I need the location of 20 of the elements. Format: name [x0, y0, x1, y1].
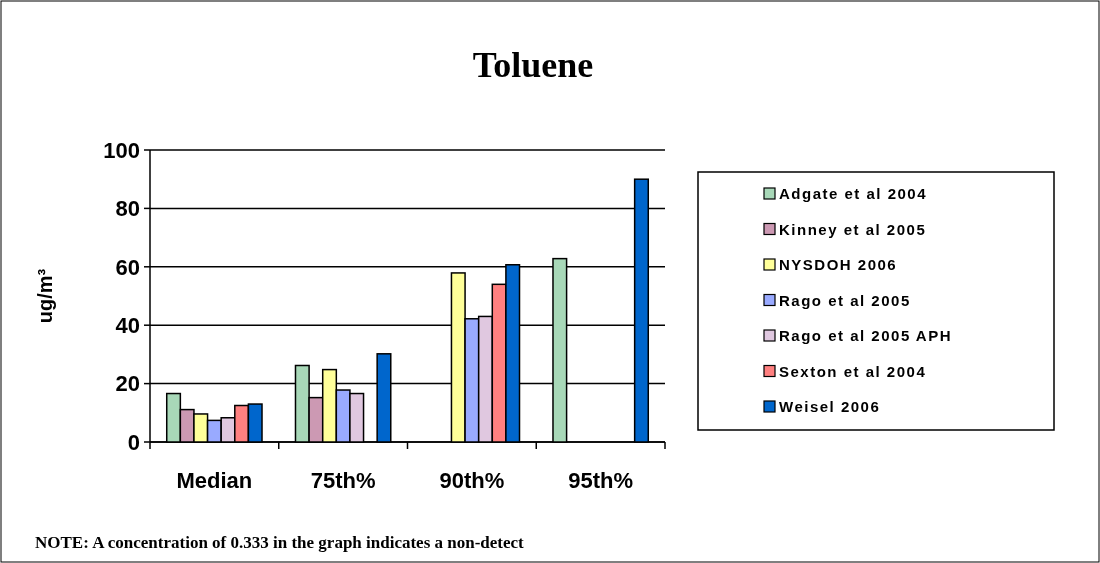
x-tick-label: Median [176, 468, 253, 493]
y-tick-label: 40 [115, 312, 140, 338]
text: NOTE: A concentration of 0.333 in the graph indicates a non-detect [35, 533, 525, 552]
legend-label: Sexton et al 2004 [779, 362, 927, 380]
legend-label: Kinney et al 2005 [779, 220, 927, 238]
x-tick-label: 75th% [310, 468, 376, 493]
legend-label: Weisel 2006 [779, 398, 881, 416]
y-axis-title: ug/m³ [34, 268, 56, 324]
y-tick-label: 100 [103, 137, 140, 163]
legend-label: Rago et al 2005 APH [779, 327, 952, 345]
legend-label: NYSDOH 2006 [779, 256, 898, 274]
y-tick-label: 60 [115, 254, 140, 280]
y-tick-label: 20 [115, 371, 140, 397]
y-tick-label: 0 [127, 429, 140, 455]
x-tick-label: 95th% [568, 468, 634, 493]
x-tick-label: 90th% [439, 468, 505, 493]
chart-title: Toluene [472, 45, 594, 85]
legend-label: Adgate et al 2004 [779, 185, 928, 203]
legend-label: Rago et al 2005 [779, 291, 911, 309]
y-tick-label: 80 [115, 196, 140, 222]
